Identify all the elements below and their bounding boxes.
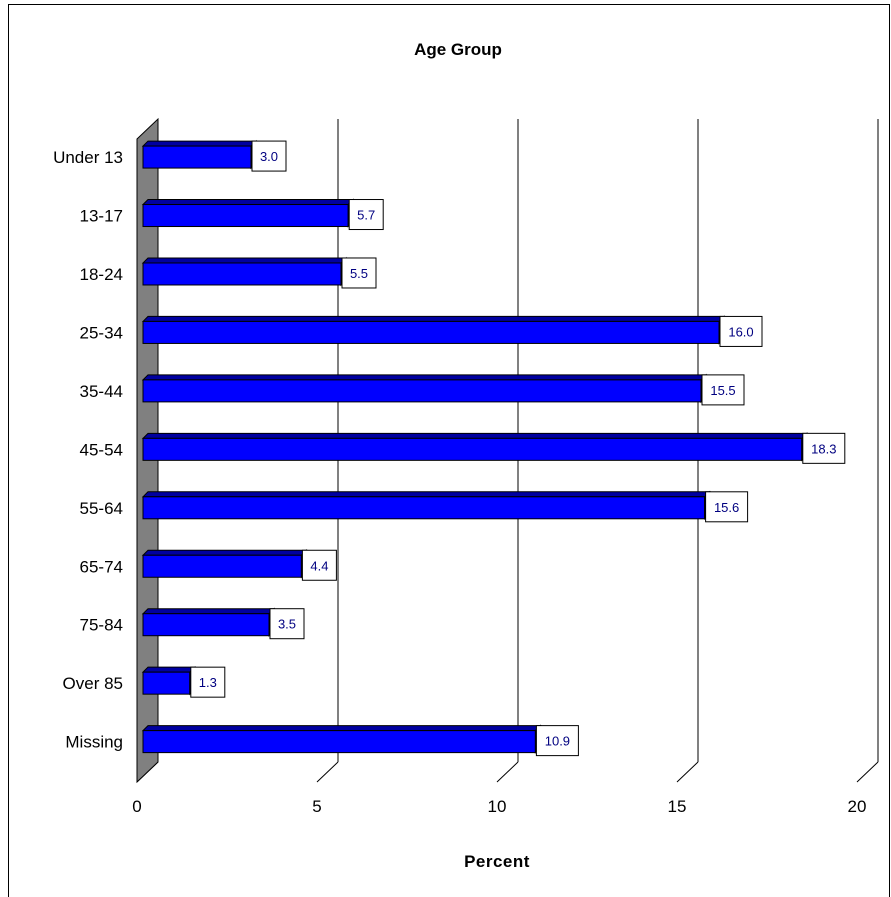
data-label: 5.7 xyxy=(357,208,375,223)
bars-group: 3.0 5.7 5.5 16.0 15.5 18.3 15.6 4.4 3.5 1.3 10.9 xyxy=(141,139,846,757)
data-label-box xyxy=(341,257,377,289)
data-label-box xyxy=(719,315,763,347)
category-label: Missing xyxy=(65,733,123,752)
data-label: 5.5 xyxy=(350,266,368,281)
x-axis-label: Percent xyxy=(464,852,530,871)
bar xyxy=(142,379,702,403)
category-label: 45-54 xyxy=(80,440,123,459)
data-label-box xyxy=(701,374,745,406)
data-label-box xyxy=(705,491,749,523)
gridline-floor xyxy=(496,761,519,783)
data-label: 3.0 xyxy=(260,149,278,164)
category-label: Under 13 xyxy=(53,148,123,167)
bar-top xyxy=(141,199,355,206)
bar-top xyxy=(141,549,308,556)
gridline-floor xyxy=(856,761,879,783)
bar-top xyxy=(141,666,197,673)
bar xyxy=(142,671,191,695)
x-tick-label: 15 xyxy=(668,797,687,816)
bar xyxy=(142,204,349,228)
bar-top xyxy=(141,725,542,732)
chart-title: Age Group xyxy=(414,40,502,59)
data-label-box xyxy=(301,549,337,581)
data-label: 4.4 xyxy=(310,558,328,573)
x-tick-label: 0 xyxy=(132,797,141,816)
bar-top xyxy=(141,374,708,381)
data-label-box xyxy=(348,199,384,231)
bar xyxy=(142,320,720,344)
data-label: 15.6 xyxy=(714,500,739,515)
category-label: 25-34 xyxy=(80,323,123,342)
data-label-box xyxy=(190,666,226,698)
bar xyxy=(142,145,252,169)
data-label-box xyxy=(251,140,287,172)
data-label-box xyxy=(535,725,579,757)
x-tick-label: 20 xyxy=(848,797,867,816)
data-label: 15.5 xyxy=(710,383,735,398)
category-label: 18-24 xyxy=(80,265,123,284)
bar xyxy=(142,613,270,637)
bar-top xyxy=(141,608,276,615)
bar-top xyxy=(141,315,726,322)
bar xyxy=(142,262,342,286)
category-labels: Under 13 13-17 18-24 25-34 35-44 45-54 55-64 65… xyxy=(53,148,123,752)
data-label: 10.9 xyxy=(545,734,570,749)
bar xyxy=(142,437,803,461)
x-tick-label: 10 xyxy=(488,797,507,816)
category-label: Over 85 xyxy=(63,674,123,693)
gridline-floor xyxy=(316,761,339,783)
gridline-floor xyxy=(676,761,699,783)
category-label: 13-17 xyxy=(80,207,123,226)
data-label-box xyxy=(802,432,846,464)
bar-top xyxy=(141,140,258,147)
data-label: 18.3 xyxy=(811,441,836,456)
data-label-box xyxy=(269,608,305,640)
data-label: 3.5 xyxy=(278,617,296,632)
bar xyxy=(142,730,536,754)
bar xyxy=(142,496,706,520)
category-label: 55-64 xyxy=(80,499,123,518)
bar-top xyxy=(141,491,711,498)
data-label: 1.3 xyxy=(199,675,217,690)
x-tick-label: 5 xyxy=(312,797,321,816)
x-tick-labels: 0 5 10 15 20 xyxy=(132,797,866,816)
bar xyxy=(142,554,302,578)
bar-top xyxy=(141,432,809,439)
category-label: 75-84 xyxy=(80,616,123,635)
data-label: 16.0 xyxy=(728,324,753,339)
category-label: 35-44 xyxy=(80,382,123,401)
bar-top xyxy=(141,257,348,264)
category-label: 65-74 xyxy=(80,557,123,576)
